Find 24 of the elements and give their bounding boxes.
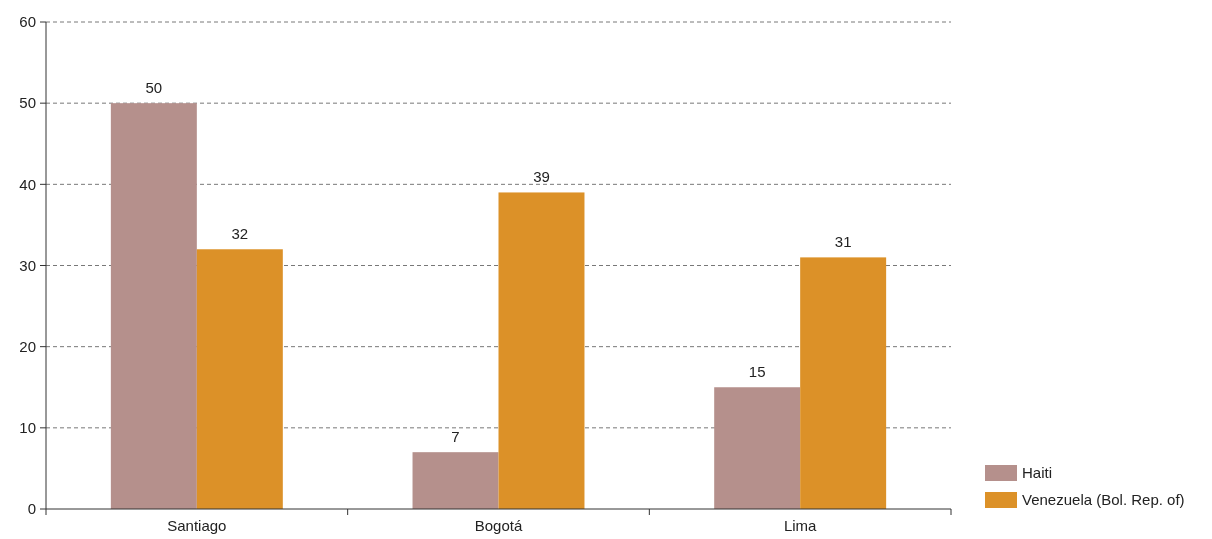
bar xyxy=(412,452,499,509)
bar xyxy=(800,257,887,509)
y-tick-label: 10 xyxy=(19,419,36,437)
bar xyxy=(714,387,801,509)
y-tick-label: 50 xyxy=(19,94,36,112)
data-label: 39 xyxy=(533,168,550,186)
x-tick-label: Bogotá xyxy=(474,517,523,534)
y-tick-label: 0 xyxy=(27,500,36,518)
data-label: 7 xyxy=(451,428,460,446)
data-label: 32 xyxy=(231,225,249,243)
bar xyxy=(110,103,197,509)
data-label: 50 xyxy=(145,79,163,97)
y-tick-label: 20 xyxy=(19,337,36,355)
data-label: 15 xyxy=(748,363,766,381)
y-tick-label: 60 xyxy=(19,13,36,31)
x-tick-label: Lima xyxy=(783,517,818,534)
x-tick-label: Santiago xyxy=(167,517,227,534)
y-tick-label: 30 xyxy=(19,256,36,274)
data-label: 31 xyxy=(834,233,852,251)
bar xyxy=(498,192,585,509)
bar xyxy=(196,249,283,509)
legend-label: Venezuela (Bol. Rep. of) xyxy=(1022,491,1185,509)
y-tick-label: 40 xyxy=(19,175,36,193)
legend-label: Haiti xyxy=(1022,464,1053,482)
